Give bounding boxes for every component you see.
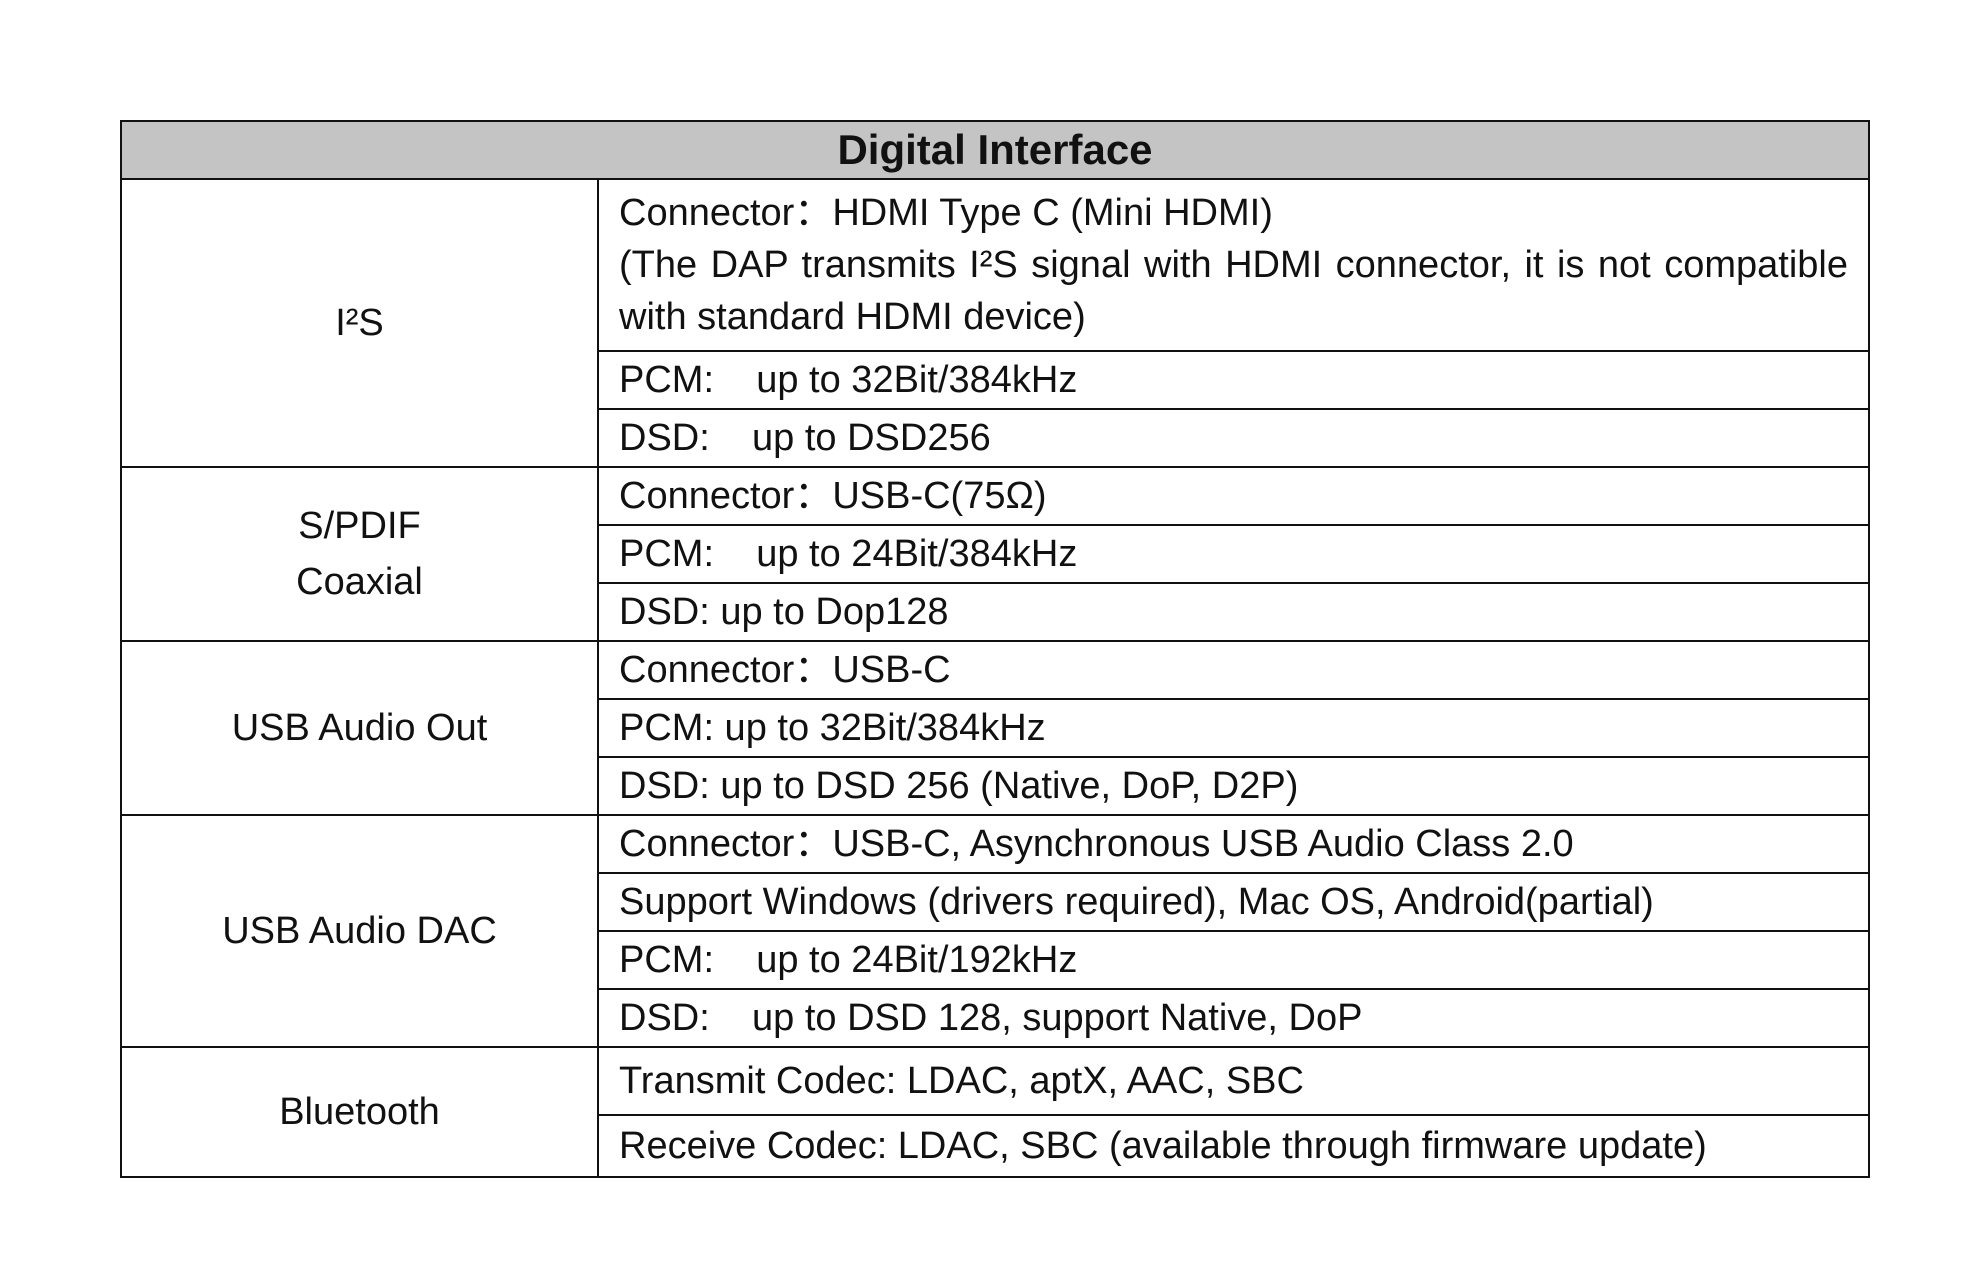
cell-spdif-dsd: DSD: up to Dop128 <box>597 582 1870 642</box>
table-row: DSD: up to DSD 256 (Native, DoP, D2P) <box>121 756 1870 816</box>
cell-i2s-pcm: PCM: up to 32Bit/384kHz <box>597 350 1870 410</box>
digital-interface-table: Digital Interface I²S Connector：HDMI Typ… <box>120 120 1870 1178</box>
row-label-line: S/PDIF <box>298 505 421 547</box>
cell-usb-dac-connector: Connector：USB-C, Asynchronous USB Audio … <box>597 814 1870 874</box>
cell-usb-dac-dsd: DSD: up to DSD 128, support Native, DoP <box>597 988 1870 1048</box>
table-row: DSD: up to DSD256 <box>121 408 1870 468</box>
cell-bt-transmit: Transmit Codec: LDAC, aptX, AAC, SBC <box>597 1046 1870 1116</box>
row-label-bluetooth: Bluetooth <box>120 1046 599 1178</box>
table-row: Support Windows (drivers required), Mac … <box>121 872 1870 932</box>
row-label-spdif-coaxial: S/PDIF Coaxial <box>120 466 599 642</box>
row-label-usb-audio-out: USB Audio Out <box>120 640 599 816</box>
row-label-i2s: I²S <box>120 178 599 468</box>
cell-usb-dac-support: Support Windows (drivers required), Mac … <box>597 872 1870 932</box>
table-row: PCM: up to 24Bit/384kHz <box>121 524 1870 584</box>
cell-i2s-connector: Connector：HDMI Type C (Mini HDMI) (The D… <box>597 178 1870 352</box>
row-label-usb-audio-dac: USB Audio DAC <box>120 814 599 1048</box>
table-row: PCM: up to 32Bit/384kHz <box>121 698 1870 758</box>
table-title: Digital Interface <box>120 120 1870 180</box>
table-row: USB Audio DAC Connector：USB-C, Asynchron… <box>120 814 1870 1048</box>
table-row: Receive Codec: LDAC, SBC (available thro… <box>121 1114 1870 1178</box>
i2s-connector-text: Connector：HDMI Type C (Mini HDMI) <box>619 192 1273 234</box>
table-row: DSD: up to Dop128 <box>121 582 1870 642</box>
table-header-row: Digital Interface <box>120 120 1870 180</box>
row-label-line: Coaxial <box>296 561 423 603</box>
table-row: Bluetooth Transmit Codec: LDAC, aptX, AA… <box>120 1046 1870 1178</box>
table-row: DSD: up to DSD 128, support Native, DoP <box>121 988 1870 1048</box>
cell-usb-dac-pcm: PCM: up to 24Bit/192kHz <box>597 930 1870 990</box>
i2s-connector-note: (The DAP transmits I²S signal with HDMI … <box>619 244 1848 338</box>
table-row: USB Audio Out Connector：USB-C <box>120 640 1870 816</box>
table-row: PCM: up to 32Bit/384kHz <box>121 350 1870 410</box>
cell-bt-receive: Receive Codec: LDAC, SBC (available thro… <box>597 1114 1870 1178</box>
cell-usb-out-connector: Connector：USB-C <box>597 640 1870 700</box>
cell-usb-out-dsd: DSD: up to DSD 256 (Native, DoP, D2P) <box>597 756 1870 816</box>
table-row: PCM: up to 24Bit/192kHz <box>121 930 1870 990</box>
cell-spdif-pcm: PCM: up to 24Bit/384kHz <box>597 524 1870 584</box>
table-row: S/PDIF Coaxial Connector：USB-C(75Ω) <box>120 466 1870 642</box>
table-row: I²S Connector：HDMI Type C (Mini HDMI) (T… <box>120 178 1870 468</box>
cell-i2s-dsd: DSD: up to DSD256 <box>597 408 1870 468</box>
cell-spdif-connector: Connector：USB-C(75Ω) <box>597 466 1870 526</box>
cell-usb-out-pcm: PCM: up to 32Bit/384kHz <box>597 698 1870 758</box>
